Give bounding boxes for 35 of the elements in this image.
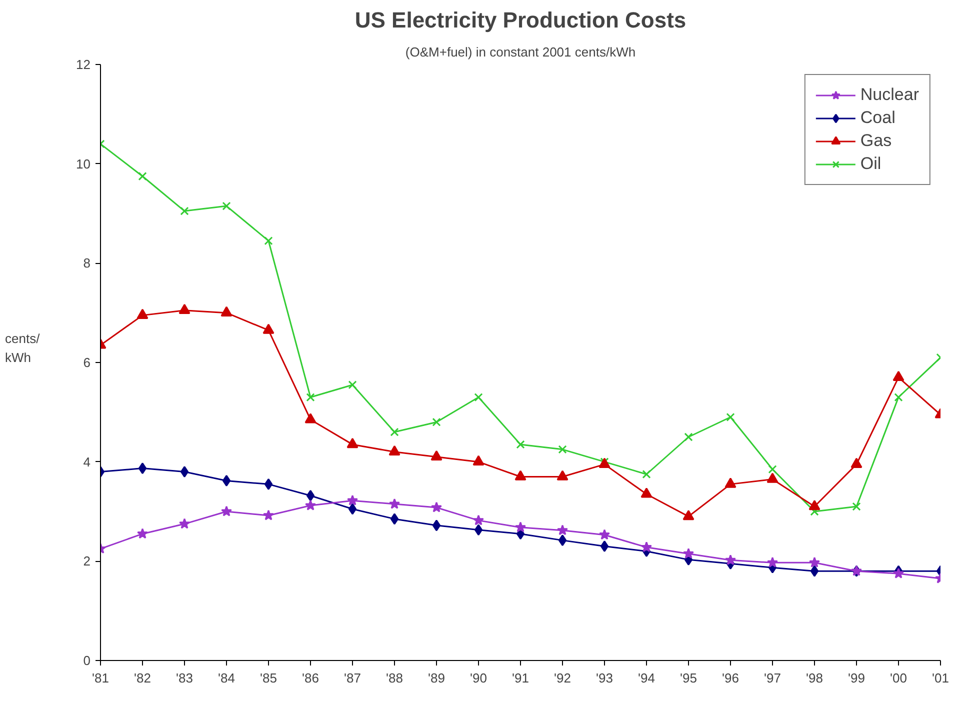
x-tick-label: '94 [638,670,655,686]
x-tick-label: '83 [176,670,193,686]
x-tick-label: '00 [890,670,907,686]
x-tick-label: '93 [596,670,613,686]
x-tick-label: '88 [386,670,403,686]
x-tick-label: '96 [722,670,739,686]
x-tick-label: '01 [932,670,949,686]
legend-label: Coal [860,108,896,128]
x-tick-label: '85 [260,670,277,686]
y-tick-label: 4 [83,454,91,470]
x-tick-label: '98 [806,670,823,686]
x-tick-label: '86 [302,670,319,686]
y-tick-label: 8 [83,256,91,271]
y-tick-label: 12 [76,57,91,72]
legend-label: Gas [860,131,892,151]
y-tick-label: 10 [76,156,91,172]
y-tick-label: 2 [83,554,91,569]
x-tick-label: '95 [680,670,697,686]
x-tick-label: '90 [470,670,487,686]
legend-label: Nuclear [860,85,919,105]
x-tick-label: '97 [764,670,781,686]
y-tick-label: 6 [83,355,91,370]
x-tick-label: '91 [512,670,529,686]
chart-subtitle: (O&M+fuel) in constant 2001 cents/kWh [405,44,636,60]
y-axis-title: cents/ kWh [5,330,40,367]
legend-label: Oil [860,154,882,174]
x-tick-label: '87 [344,670,361,686]
x-tick-label: '89 [428,670,445,686]
x-tick-label: '92 [554,670,571,686]
y-tick-label: 0 [83,653,91,668]
x-tick-label: '81 [92,670,109,686]
x-tick-label: '99 [848,670,865,686]
chart-title: US Electricity Production Costs [354,8,686,32]
x-tick-label: '82 [134,670,151,686]
x-tick-label: '84 [218,670,235,686]
